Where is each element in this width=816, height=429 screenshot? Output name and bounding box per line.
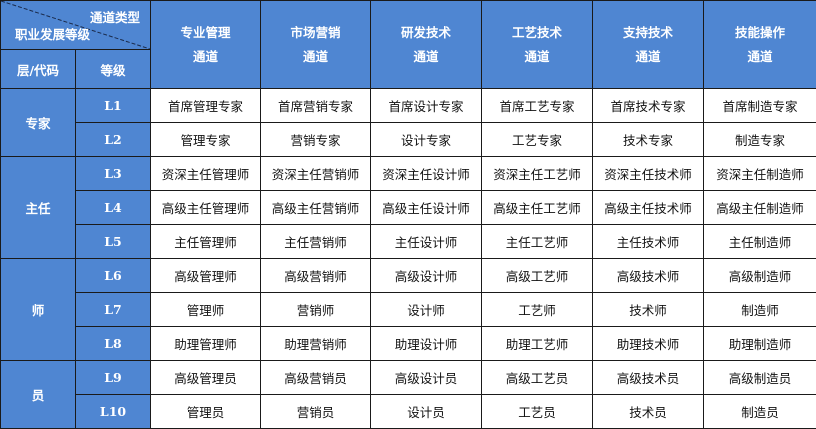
grade-cell: L10 (76, 395, 151, 429)
channel-header: 技能操作通道 (704, 1, 816, 89)
position-cell: 设计师 (371, 293, 482, 327)
position-cell: 助理营销师 (261, 327, 371, 361)
position-cell: 高级管理师 (151, 259, 261, 293)
position-cell: 工艺专家 (482, 123, 593, 157)
channel-header: 市场营销通道 (261, 1, 371, 89)
position-cell: 高级技术师 (593, 259, 704, 293)
position-cell: 高级工艺员 (482, 361, 593, 395)
position-cell: 主任工艺师 (482, 225, 593, 259)
position-cell: 营销专家 (261, 123, 371, 157)
corner-header: 通道类型 职业发展等级 (1, 1, 151, 50)
position-cell: 高级设计员 (371, 361, 482, 395)
position-cell: 资深主任营销师 (261, 157, 371, 191)
position-cell: 高级主任制造师 (704, 191, 816, 225)
channel-header: 专业管理通道 (151, 1, 261, 89)
position-cell: 高级主任管理师 (151, 191, 261, 225)
grade-cell: L1 (76, 89, 151, 123)
channel-header: 工艺技术通道 (482, 1, 593, 89)
position-cell: 资深主任制造师 (704, 157, 816, 191)
channel-header: 支持技术通道 (593, 1, 704, 89)
position-cell: 首席制造专家 (704, 89, 816, 123)
position-cell: 助理设计师 (371, 327, 482, 361)
position-cell: 高级营销员 (261, 361, 371, 395)
position-cell: 制造专家 (704, 123, 816, 157)
grade-cell: L5 (76, 225, 151, 259)
grade-cell: L4 (76, 191, 151, 225)
grade-cell: L8 (76, 327, 151, 361)
position-cell: 工艺师 (482, 293, 593, 327)
position-cell: 首席营销专家 (261, 89, 371, 123)
layer-cell: 师 (1, 259, 76, 361)
layer-cell: 员 (1, 361, 76, 429)
position-cell: 制造师 (704, 293, 816, 327)
position-cell: 技术师 (593, 293, 704, 327)
position-cell: 高级主任工艺师 (482, 191, 593, 225)
position-cell: 技术员 (593, 395, 704, 429)
position-cell: 营销员 (261, 395, 371, 429)
position-cell: 助理技术师 (593, 327, 704, 361)
position-cell: 管理专家 (151, 123, 261, 157)
position-cell: 制造员 (704, 395, 816, 429)
position-cell: 高级主任设计师 (371, 191, 482, 225)
position-cell: 高级技术员 (593, 361, 704, 395)
position-cell: 高级设计师 (371, 259, 482, 293)
position-cell: 设计专家 (371, 123, 482, 157)
position-cell: 营销师 (261, 293, 371, 327)
grade-cell: L3 (76, 157, 151, 191)
position-cell: 主任营销师 (261, 225, 371, 259)
position-cell: 管理员 (151, 395, 261, 429)
grade-cell: L7 (76, 293, 151, 327)
position-cell: 主任制造师 (704, 225, 816, 259)
position-cell: 资深主任管理师 (151, 157, 261, 191)
position-cell: 助理管理师 (151, 327, 261, 361)
position-cell: 设计员 (371, 395, 482, 429)
position-cell: 主任技术师 (593, 225, 704, 259)
position-cell: 资深主任设计师 (371, 157, 482, 191)
position-cell: 管理师 (151, 293, 261, 327)
layer-cell: 主任 (1, 157, 76, 259)
layer-header: 层/代码 (1, 50, 76, 89)
position-cell: 高级制造师 (704, 259, 816, 293)
grade-cell: L9 (76, 361, 151, 395)
position-cell: 高级制造员 (704, 361, 816, 395)
position-cell: 高级营销师 (261, 259, 371, 293)
position-cell: 工艺员 (482, 395, 593, 429)
grade-cell: L2 (76, 123, 151, 157)
position-cell: 首席工艺专家 (482, 89, 593, 123)
grade-cell: L6 (76, 259, 151, 293)
position-cell: 资深主任技术师 (593, 157, 704, 191)
position-cell: 主任管理师 (151, 225, 261, 259)
position-cell: 助理制造师 (704, 327, 816, 361)
position-cell: 主任设计师 (371, 225, 482, 259)
position-cell: 首席设计专家 (371, 89, 482, 123)
corner-channel-type: 通道类型 (90, 7, 140, 26)
layer-cell: 专家 (1, 89, 76, 157)
position-cell: 首席管理专家 (151, 89, 261, 123)
position-cell: 高级工艺师 (482, 259, 593, 293)
position-cell: 资深主任工艺师 (482, 157, 593, 191)
position-cell: 高级主任技术师 (593, 191, 704, 225)
position-cell: 首席技术专家 (593, 89, 704, 123)
grade-header: 等级 (76, 50, 151, 89)
position-cell: 技术专家 (593, 123, 704, 157)
corner-career-level: 职业发展等级 (15, 24, 90, 43)
position-cell: 高级主任营销师 (261, 191, 371, 225)
position-cell: 助理工艺师 (482, 327, 593, 361)
position-cell: 高级管理员 (151, 361, 261, 395)
channel-header: 研发技术通道 (371, 1, 482, 89)
